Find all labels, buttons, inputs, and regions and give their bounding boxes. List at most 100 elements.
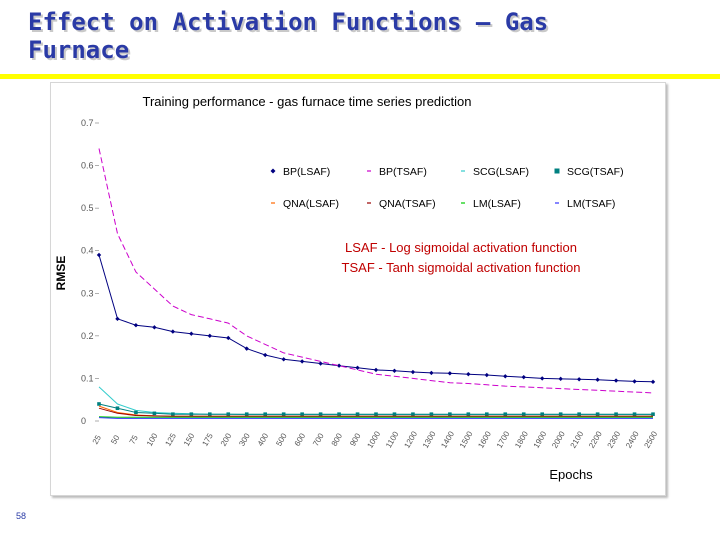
data-point [152, 325, 157, 330]
legend-marker [270, 168, 276, 174]
data-point [595, 412, 600, 416]
data-point [540, 412, 544, 416]
x-tick-label: 25 [91, 433, 104, 446]
x-tick-label: 1600 [476, 429, 493, 449]
legend-label: LM(LSAF) [473, 198, 521, 210]
data-point [595, 377, 600, 382]
x-tick-label: 700 [311, 431, 326, 448]
x-tick-label: 200 [219, 431, 234, 448]
data-point [226, 335, 231, 341]
data-point [521, 374, 526, 380]
data-point [244, 346, 249, 351]
data-point [558, 376, 563, 382]
data-point [189, 412, 194, 416]
x-tick-label: 125 [163, 431, 178, 448]
legend-label: QNA(TSAF) [379, 198, 436, 210]
data-point [299, 359, 305, 364]
x-tick-label: 50 [109, 433, 122, 446]
series-line [98, 148, 654, 394]
data-point [300, 412, 304, 416]
x-tick-label: 1800 [513, 429, 530, 449]
x-tick-label: 150 [182, 431, 197, 448]
x-tick-label: 175 [200, 431, 215, 448]
data-point [632, 412, 637, 416]
x-tick-label: 1300 [421, 429, 438, 449]
data-point [577, 412, 581, 416]
chart-title: Training performance - gas furnace time … [143, 94, 472, 109]
x-tick-label: 400 [256, 431, 271, 448]
data-point [336, 363, 342, 368]
x-tick-label: 600 [293, 431, 308, 448]
data-point [448, 412, 452, 416]
page-number: 58 [16, 511, 27, 521]
legend-marker [554, 168, 560, 174]
legend-label: SCG(TSAF) [567, 166, 624, 178]
data-point [392, 368, 397, 373]
data-point [96, 252, 102, 258]
legend-label: SCG(LSAF) [473, 166, 529, 178]
data-point [429, 412, 434, 416]
data-point [411, 412, 415, 416]
data-point [171, 412, 175, 416]
x-axis-label: Epochs [549, 467, 593, 482]
data-point [410, 369, 416, 375]
x-tick-label: 1400 [439, 429, 456, 449]
y-tick-label: 0.6 [81, 161, 94, 171]
slide-title-line1: Effect on Activation Functions – Gas [28, 8, 549, 36]
x-tick-label: 2200 [587, 429, 604, 449]
data-point [429, 370, 434, 376]
data-point [503, 374, 508, 379]
data-point [373, 367, 379, 373]
data-point [226, 412, 231, 416]
data-point [318, 412, 323, 416]
x-tick-label: 300 [237, 431, 252, 448]
x-tick-label: 900 [348, 431, 363, 448]
x-tick-label: 1500 [458, 429, 475, 449]
data-point [263, 412, 267, 416]
legend-label: BP(TSAF) [379, 166, 427, 178]
x-tick-label: 75 [128, 433, 141, 446]
data-point [614, 412, 618, 416]
data-point [244, 412, 249, 416]
data-point [447, 371, 453, 376]
y-tick-label: 0.4 [81, 246, 94, 256]
data-point [152, 411, 157, 416]
data-point [208, 412, 212, 416]
series-line [98, 417, 653, 419]
data-point [115, 316, 120, 322]
x-tick-label: 1900 [532, 429, 549, 449]
data-point [170, 329, 176, 334]
chart-svg: Training performance - gas furnace time … [54, 94, 659, 482]
data-point [485, 412, 489, 416]
x-tick-label: 2300 [606, 429, 623, 449]
data-point [355, 412, 360, 416]
y-tick-label: 0.1 [81, 373, 94, 383]
x-tick-label: 1000 [365, 429, 382, 449]
data-point [613, 378, 619, 383]
data-point [263, 352, 268, 358]
annotation-tsaf: TSAF - Tanh sigmoidal activation functio… [342, 260, 581, 275]
data-point [133, 323, 139, 328]
x-tick-label: 500 [274, 431, 289, 448]
data-point [207, 333, 212, 339]
data-point [355, 365, 360, 370]
x-tick-label: 2000 [550, 429, 567, 449]
data-point [540, 376, 545, 381]
data-point [466, 371, 471, 377]
data-point [651, 412, 655, 416]
legend-label: LM(TSAF) [567, 198, 615, 210]
data-point [189, 331, 194, 336]
series-line [98, 416, 653, 418]
data-point [115, 406, 120, 411]
data-point [281, 412, 286, 416]
y-tick-label: 0.2 [81, 331, 94, 341]
data-point [374, 412, 378, 416]
data-point [650, 379, 656, 385]
x-tick-label: 800 [330, 431, 345, 448]
data-point [281, 357, 286, 362]
y-tick-label: 0 [81, 416, 86, 426]
data-point [521, 412, 526, 416]
series-line [98, 407, 653, 417]
x-tick-label: 2500 [642, 429, 659, 449]
chart-frame: Training performance - gas furnace time … [50, 82, 666, 496]
